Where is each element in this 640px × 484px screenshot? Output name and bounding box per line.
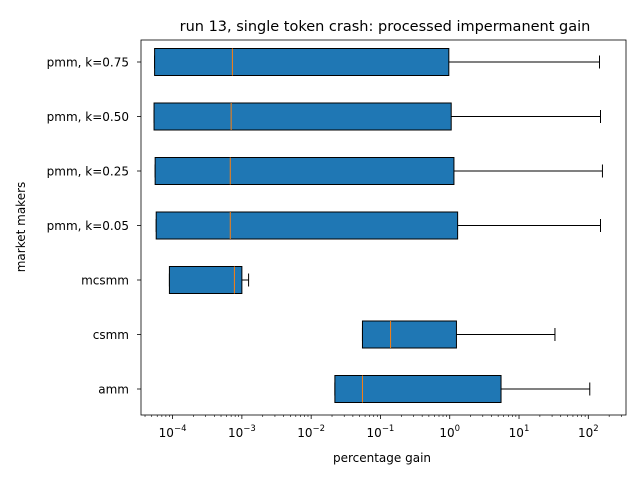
box-mcsmm [168,266,243,294]
chart-title: run 13, single token crash: processed im… [180,19,591,35]
x-tick-label: 101 [509,424,530,440]
y-tick-label-amm: amm [98,383,129,397]
y-tick-label-csmm: csmm [93,328,129,342]
x-tick-label: 10−4 [159,424,187,440]
y-axis-label: market makers [14,182,28,273]
y-tick-label-pmm-k-0-75: pmm, k=0.75 [47,56,129,70]
x-tick-label: 10−1 [367,424,395,440]
plot-area: amm csmm mcsmm pmm, k=0.05 pmm, k=0.25 pmm, k… [47,39,627,440]
x-tick-label: 10−2 [297,424,325,440]
y-tick-label-pmm-k-0-50: pmm, k=0.50 [47,110,129,124]
x-tick-label: 102 [578,424,599,440]
plot-frame [140,39,627,416]
y-tick-label-pmm-k-0-05: pmm, k=0.05 [47,219,129,233]
x-axis-label: percentage gain [333,451,431,465]
box-pmm-k-0-75 [154,48,450,76]
box-pmm-k-0-05 [155,211,459,240]
box-pmm-k-0-25 [154,157,455,185]
box-csmm [361,320,457,349]
x-tick-label: 100 [439,424,460,440]
y-tick-label-mcsmm: mcsmm [81,274,129,288]
y-tick-label-pmm-k-0-25: pmm, k=0.25 [47,165,129,179]
box-amm [334,375,502,403]
x-tick-label: 10−3 [228,424,256,440]
box-pmm-k-0-50 [153,102,452,131]
